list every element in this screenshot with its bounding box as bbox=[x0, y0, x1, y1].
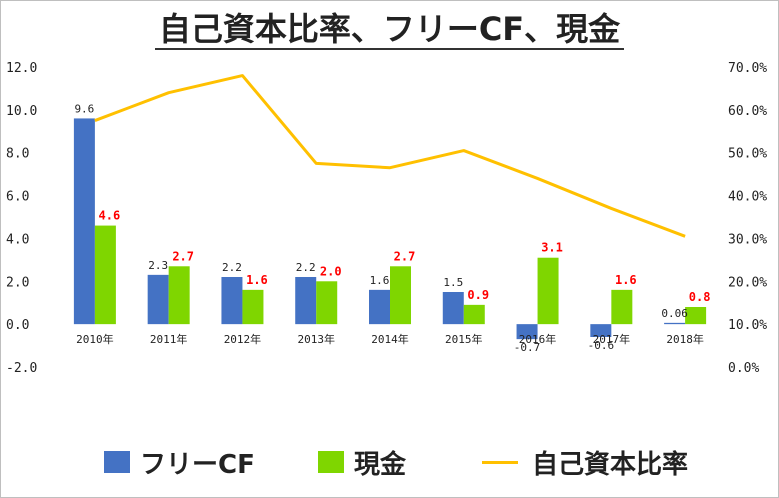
y-right-tick-label: 30.0% bbox=[728, 232, 767, 247]
bar-cash bbox=[390, 266, 411, 325]
data-label-cf: 2.2 bbox=[222, 261, 242, 274]
y-left-tick-label: 8.0 bbox=[6, 147, 29, 162]
legend-item-cash: 現金 bbox=[318, 442, 406, 482]
x-tick-label: 2015年 bbox=[445, 332, 483, 346]
y-left-tick-label: 2.0 bbox=[6, 275, 29, 290]
bar-cf bbox=[442, 292, 464, 325]
x-tick-label: 2018年 bbox=[666, 332, 704, 346]
data-label-cash: 4.6 bbox=[99, 209, 121, 223]
y-right-tick-label: 10.0% bbox=[728, 318, 767, 333]
x-tick-label: 2012年 bbox=[224, 332, 262, 346]
data-label-cash: 3.1 bbox=[541, 241, 563, 255]
data-label-cash: 0.9 bbox=[467, 288, 489, 302]
bar-cf bbox=[147, 274, 169, 325]
bar-cf bbox=[221, 277, 243, 325]
chart-title-text: 自己資本比率、フリーCF、現金 bbox=[154, 10, 625, 50]
bar-cash bbox=[611, 289, 633, 325]
x-tick-label: 2013年 bbox=[297, 332, 335, 346]
x-tick-label: 2017年 bbox=[593, 332, 631, 346]
data-label-cash: 2.0 bbox=[320, 264, 342, 278]
legend-label-cash: 現金 bbox=[354, 449, 407, 480]
bar-cash bbox=[94, 225, 116, 325]
bar-cash bbox=[316, 281, 338, 325]
data-label-cash: 2.7 bbox=[172, 249, 194, 263]
legend-swatch-cash bbox=[318, 451, 344, 473]
y-right-tick-label: 70.0% bbox=[728, 61, 767, 76]
data-label-cash: 2.7 bbox=[394, 249, 416, 263]
data-label-cf: -0.7 bbox=[514, 341, 541, 354]
bar-cf bbox=[664, 322, 686, 325]
x-tick-label: 2014年 bbox=[371, 332, 409, 346]
data-label-cash: 0.8 bbox=[689, 290, 711, 304]
x-tick-label: 2016年 bbox=[519, 332, 557, 346]
chart-title: 自己資本比率、フリーCF、現金 bbox=[0, 4, 779, 50]
bar-cf bbox=[369, 289, 390, 325]
legend-line-ratio bbox=[482, 460, 518, 464]
bar-cf bbox=[590, 324, 612, 337]
y-left-tick-label: 10.0 bbox=[6, 104, 37, 119]
bar-cf bbox=[73, 118, 95, 325]
data-label-cf: -0.6 bbox=[588, 339, 615, 352]
data-label-cf: 0.06 bbox=[661, 307, 688, 320]
y-left-tick-label: 6.0 bbox=[6, 190, 29, 205]
y-right-tick-label: 40.0% bbox=[728, 190, 767, 205]
bar-cash bbox=[463, 304, 485, 325]
data-label-cf: 1.5 bbox=[443, 276, 463, 289]
legend-label-cf: フリーCF bbox=[140, 449, 255, 480]
bar-cash bbox=[168, 266, 190, 325]
data-label-cf: 1.6 bbox=[370, 274, 390, 287]
y-left-tick-label: 0.0 bbox=[6, 318, 29, 333]
legend-item-ratio: 自己資本比率 bbox=[482, 442, 688, 482]
legend: フリーCF 現金 自己資本比率 bbox=[0, 442, 779, 482]
bar-cf bbox=[295, 277, 317, 325]
y-left-tick-label: 12.0 bbox=[6, 61, 37, 76]
x-tick-label: 2011年 bbox=[150, 332, 188, 346]
bar-cash bbox=[242, 289, 264, 325]
data-label-cf: 2.2 bbox=[296, 261, 316, 274]
y-right-tick-label: 60.0% bbox=[728, 104, 767, 119]
legend-item-cf: フリーCF bbox=[104, 442, 255, 482]
data-label-cf: 9.6 bbox=[74, 102, 94, 115]
y-left-tick-label: -2.0 bbox=[6, 361, 37, 376]
y-left-tick-label: 4.0 bbox=[6, 232, 29, 247]
legend-swatch-cf bbox=[104, 451, 130, 473]
legend-label-ratio: 自己資本比率 bbox=[532, 449, 689, 480]
x-tick-label: 2010年 bbox=[76, 332, 114, 346]
data-label-cash: 1.6 bbox=[246, 273, 268, 287]
data-label-cf: 2.3 bbox=[148, 259, 168, 272]
data-label-cash: 1.6 bbox=[615, 273, 637, 287]
y-right-tick-label: 50.0% bbox=[728, 147, 767, 162]
y-right-tick-label: 20.0% bbox=[728, 275, 767, 290]
y-right-tick-label: 0.0% bbox=[728, 361, 759, 376]
line-equity-ratio bbox=[94, 74, 686, 238]
bar-cash bbox=[537, 257, 559, 325]
bar-cf bbox=[516, 324, 538, 340]
bar-cash bbox=[685, 307, 707, 325]
